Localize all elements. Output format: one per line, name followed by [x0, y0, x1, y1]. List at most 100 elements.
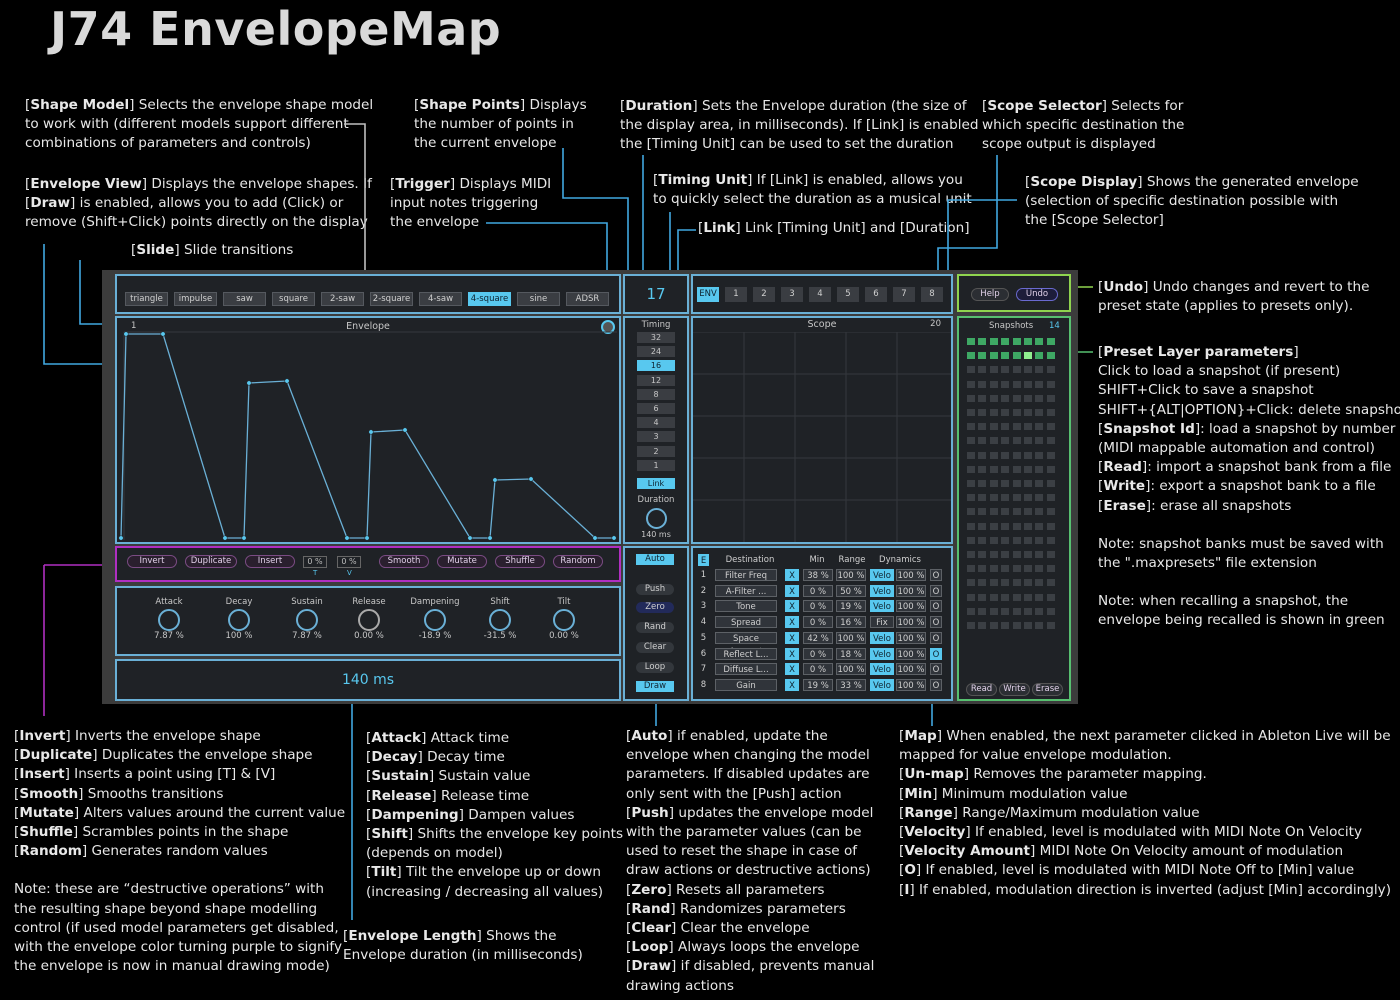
snapshot-slot[interactable]: [1012, 494, 1021, 502]
timing-unit-3[interactable]: 3: [637, 431, 675, 443]
snapshot-slot[interactable]: [1001, 451, 1010, 459]
velocity-amount-field[interactable]: 100 %: [896, 600, 926, 613]
snapshot-slot[interactable]: [1046, 536, 1055, 544]
unmap-button[interactable]: X: [785, 616, 799, 629]
snapshot-slot[interactable]: [978, 508, 987, 516]
timing-unit-6[interactable]: 6: [637, 403, 675, 414]
random-button[interactable]: Random: [553, 555, 603, 568]
velocity-toggle[interactable]: Velo: [870, 678, 894, 691]
velocity-amount-field[interactable]: 100 %: [896, 569, 926, 581]
velocity-toggle[interactable]: Fix: [870, 616, 894, 629]
snapshot-id[interactable]: 14: [1049, 321, 1060, 331]
snapshot-slot[interactable]: [1012, 338, 1021, 345]
snapshot-slot[interactable]: [978, 338, 987, 345]
t-input[interactable]: 0 %: [303, 556, 327, 568]
snapshot-slot[interactable]: [1024, 465, 1032, 473]
note-off-toggle[interactable]: O: [930, 569, 942, 581]
snapshot-slot[interactable]: [989, 522, 998, 530]
snapshot-slot[interactable]: [978, 593, 987, 601]
zero-button[interactable]: Zero: [636, 602, 674, 613]
scope-tab-3[interactable]: 3: [781, 287, 803, 302]
velocity-toggle[interactable]: Velo: [870, 631, 894, 644]
min-field[interactable]: 0 %: [803, 663, 833, 676]
snapshot-slot[interactable]: [967, 551, 975, 558]
snapshot-slot[interactable]: [978, 437, 987, 445]
snapshot-slot[interactable]: [989, 622, 998, 629]
snapshot-slot[interactable]: [1024, 451, 1032, 459]
snapshot-slot[interactable]: [1024, 536, 1032, 544]
shape-button-triangle[interactable]: triangle: [125, 292, 168, 306]
snapshot-slot[interactable]: [1046, 465, 1055, 473]
snapshot-slot[interactable]: [1046, 593, 1055, 601]
snapshot-slot[interactable]: [1024, 551, 1032, 558]
release-knob[interactable]: [358, 609, 380, 631]
snapshot-slot[interactable]: [967, 366, 975, 374]
snapshot-slot[interactable]: [978, 494, 987, 502]
snapshot-slot[interactable]: [967, 579, 975, 587]
snapshot-slot[interactable]: [1024, 366, 1032, 374]
snapshot-slot[interactable]: [1035, 522, 1044, 530]
shift-knob[interactable]: [489, 609, 511, 631]
shape-button-sine[interactable]: sine: [517, 292, 560, 306]
snapshot-slot[interactable]: [1024, 593, 1032, 601]
destination-name[interactable]: Filter Freq: [715, 569, 777, 581]
v-input[interactable]: 0 %: [337, 556, 361, 568]
dampening-knob[interactable]: [424, 609, 446, 631]
rand-button[interactable]: Rand: [636, 622, 674, 633]
scope-tab-4[interactable]: 4: [809, 287, 831, 302]
snapshot-slot[interactable]: [978, 551, 987, 558]
draw-button[interactable]: Draw: [636, 681, 674, 692]
snapshot-slot[interactable]: [967, 394, 975, 402]
note-off-toggle[interactable]: O: [930, 616, 942, 629]
shuffle-button[interactable]: Shuffle: [495, 555, 545, 568]
snapshot-slot[interactable]: [967, 536, 975, 544]
snapshot-slot[interactable]: [989, 465, 998, 473]
snapshot-slot[interactable]: [1001, 409, 1010, 416]
snapshot-slot[interactable]: [1024, 622, 1032, 629]
destination-name[interactable]: Spread: [715, 616, 777, 629]
snapshot-slot[interactable]: [1012, 522, 1021, 530]
snapshot-slot[interactable]: [967, 607, 975, 615]
velocity-amount-field[interactable]: 100 %: [896, 584, 926, 597]
shape-button-impulse[interactable]: impulse: [174, 292, 217, 306]
snapshot-slot[interactable]: [978, 607, 987, 615]
snapshot-slot[interactable]: [1024, 380, 1032, 388]
snapshot-slot[interactable]: [967, 352, 975, 360]
snapshot-slot[interactable]: [989, 366, 998, 374]
snapshot-slot[interactable]: [989, 565, 998, 573]
snapshot-slot[interactable]: [967, 338, 975, 345]
help-button[interactable]: Help: [971, 288, 1009, 301]
map-button[interactable]: E: [698, 554, 709, 566]
snapshot-slot[interactable]: [1012, 352, 1021, 360]
clear-button[interactable]: Clear: [636, 642, 674, 653]
snapshot-slot[interactable]: [1012, 536, 1021, 544]
min-field[interactable]: 42 %: [803, 631, 833, 644]
snapshot-slot[interactable]: [1012, 607, 1021, 615]
snapshot-slot[interactable]: [989, 451, 998, 459]
snapshot-slot[interactable]: [1046, 579, 1055, 587]
snapshot-slot[interactable]: [1024, 607, 1032, 615]
envelope-view[interactable]: 1 Envelope: [115, 316, 621, 544]
velocity-toggle[interactable]: Velo: [870, 600, 894, 613]
snapshot-slot[interactable]: [1001, 508, 1010, 516]
snapshot-slot[interactable]: [978, 480, 987, 487]
snapshot-slot[interactable]: [1012, 565, 1021, 573]
snapshot-slot[interactable]: [1012, 480, 1021, 487]
snapshot-slot[interactable]: [978, 579, 987, 587]
shape-button-2-saw[interactable]: 2-saw: [321, 292, 364, 306]
snapshot-slot[interactable]: [967, 451, 975, 459]
link-button[interactable]: Link: [637, 478, 675, 489]
min-field[interactable]: 38 %: [803, 569, 833, 581]
snapshot-slot[interactable]: [1001, 423, 1010, 431]
snapshot-slot[interactable]: [989, 409, 998, 416]
snapshot-slot[interactable]: [989, 593, 998, 601]
snapshot-slot[interactable]: [1024, 437, 1032, 445]
note-off-toggle[interactable]: O: [930, 631, 942, 644]
snapshot-slot[interactable]: [978, 380, 987, 388]
timing-unit-16[interactable]: 16: [637, 360, 675, 372]
note-off-toggle[interactable]: O: [930, 678, 942, 691]
snapshot-slot[interactable]: [1035, 480, 1044, 487]
destination-name[interactable]: Reflect L...: [715, 647, 777, 660]
range-field[interactable]: 100 %: [836, 663, 866, 676]
decay-knob[interactable]: [228, 609, 250, 631]
